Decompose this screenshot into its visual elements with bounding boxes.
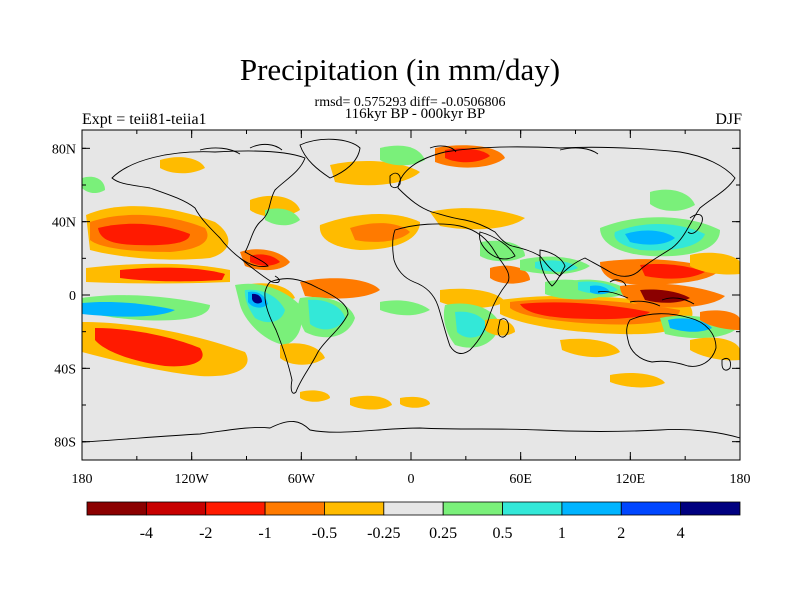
colorbar-label: 0.5: [493, 525, 513, 542]
coastline-indonesia: [597, 279, 695, 307]
anomaly-region: [690, 337, 740, 361]
x-tick-label: 0: [408, 472, 415, 487]
coastline-india: [539, 249, 566, 287]
anomaly-region: [640, 289, 690, 303]
anomaly-region: [445, 148, 490, 163]
anomaly-region: [350, 395, 392, 410]
coastline-antarctica: [82, 421, 740, 443]
colorbar-box: [264, 501, 325, 516]
coastline-greenland: [299, 138, 361, 179]
plot-title: Precipitation (in mm/day): [239, 52, 561, 87]
axis-ticks: [81, 130, 741, 460]
colorbar-label: -1: [258, 525, 271, 542]
anomaly-region: [440, 288, 505, 308]
anomaly-shading: [82, 145, 740, 410]
time-period-label: 116kyr BP - 000kyr BP: [344, 106, 486, 122]
colorbar-box: [383, 501, 444, 516]
coastline-north-america: [111, 150, 306, 267]
colorbar-label: 0.25: [429, 525, 457, 542]
colorbar-box: [442, 501, 503, 516]
coastline-uk: [389, 172, 401, 189]
anomaly-region: [308, 299, 345, 330]
anomaly-region: [350, 223, 410, 242]
y-tick-labels: 80N 40N 0 40S 80S: [52, 142, 76, 450]
anomaly-region: [82, 176, 105, 194]
anomaly-region: [98, 223, 190, 246]
x-tick-labels: 180 120W 60W 0 60E 120E 180: [72, 472, 751, 487]
anomaly-region: [455, 311, 488, 338]
anomaly-region: [95, 328, 203, 367]
colorbar-box: [145, 501, 207, 516]
rmsd-diff-stats: rmsd= 0.575293 diff= -0.0506806: [314, 95, 506, 110]
anomaly-region: [82, 301, 175, 317]
colorbar-label: 4: [677, 525, 685, 542]
anomaly-region: [640, 263, 705, 279]
colorbar-box: [205, 501, 266, 516]
colorbar-label: -0.25: [367, 525, 400, 542]
anomaly-region: [625, 230, 675, 245]
coastline-africa: [392, 223, 510, 354]
x-tick-label: 60E: [509, 472, 532, 487]
anomaly-region: [380, 145, 425, 166]
y-tick-label: 0: [69, 289, 76, 304]
anomaly-region: [400, 396, 430, 408]
anomaly-region: [690, 252, 740, 275]
colorbar-box: [561, 501, 622, 516]
colorbar-label: -0.5: [312, 525, 337, 542]
coastline-japan: [687, 214, 703, 234]
anomaly-region: [430, 208, 525, 230]
y-tick-label: 80N: [52, 142, 76, 157]
anomaly-region: [560, 338, 620, 358]
anomaly-region: [120, 267, 225, 282]
colorbar-labels: -4 -2 -1 -0.5 -0.25 0.25 0.5 1 2 4: [140, 525, 685, 542]
coastline-arctic-islands: [199, 143, 599, 155]
anomaly-region: [300, 390, 330, 402]
y-tick-label: 40N: [52, 216, 76, 231]
x-tick-label: 60W: [288, 472, 316, 487]
colorbar-label: 2: [617, 525, 625, 542]
anomaly-region: [250, 254, 280, 266]
colorbar-label: -2: [199, 525, 212, 542]
x-tick-label: 180: [730, 472, 751, 487]
anomaly-region: [160, 157, 205, 174]
coastlines: [82, 138, 740, 443]
coastline-south-america: [264, 278, 349, 394]
colorbar-box: [502, 501, 563, 516]
anomaly-region: [668, 318, 712, 332]
colorbar-box: [86, 501, 147, 516]
colorbar-box: [324, 501, 385, 516]
coastline-eurasia: [397, 146, 736, 277]
anomaly-region: [490, 265, 530, 284]
coastline-australia: [626, 313, 717, 367]
anomaly-region: [700, 310, 740, 330]
colorbar-box: [680, 501, 741, 516]
anomaly-region: [650, 189, 695, 211]
x-tick-label: 120E: [616, 472, 646, 487]
anomaly-region: [590, 285, 610, 295]
colorbar: [86, 501, 741, 516]
coastline-madagascar: [497, 318, 509, 338]
coastline-new-zealand: [721, 357, 731, 371]
coastline-arabia: [479, 231, 516, 260]
anomaly-region: [380, 300, 430, 316]
season-label: DJF: [715, 111, 742, 128]
colorbar-label: -4: [140, 525, 153, 542]
x-tick-label: 180: [72, 472, 93, 487]
anomaly-region: [610, 372, 665, 388]
y-tick-label: 80S: [54, 436, 76, 451]
anomaly-region: [300, 278, 380, 299]
anomaly-region: [252, 293, 262, 304]
anomaly-region: [485, 318, 515, 336]
anomaly-region: [265, 208, 300, 226]
colorbar-label: 1: [558, 525, 566, 542]
colorbar-box: [620, 501, 682, 516]
x-tick-label: 120W: [175, 472, 210, 487]
y-tick-label: 40S: [54, 362, 76, 377]
experiment-label: Expt = teii81-teiia1: [82, 111, 207, 128]
anomaly-region: [330, 160, 420, 186]
anomaly-region: [520, 302, 650, 320]
